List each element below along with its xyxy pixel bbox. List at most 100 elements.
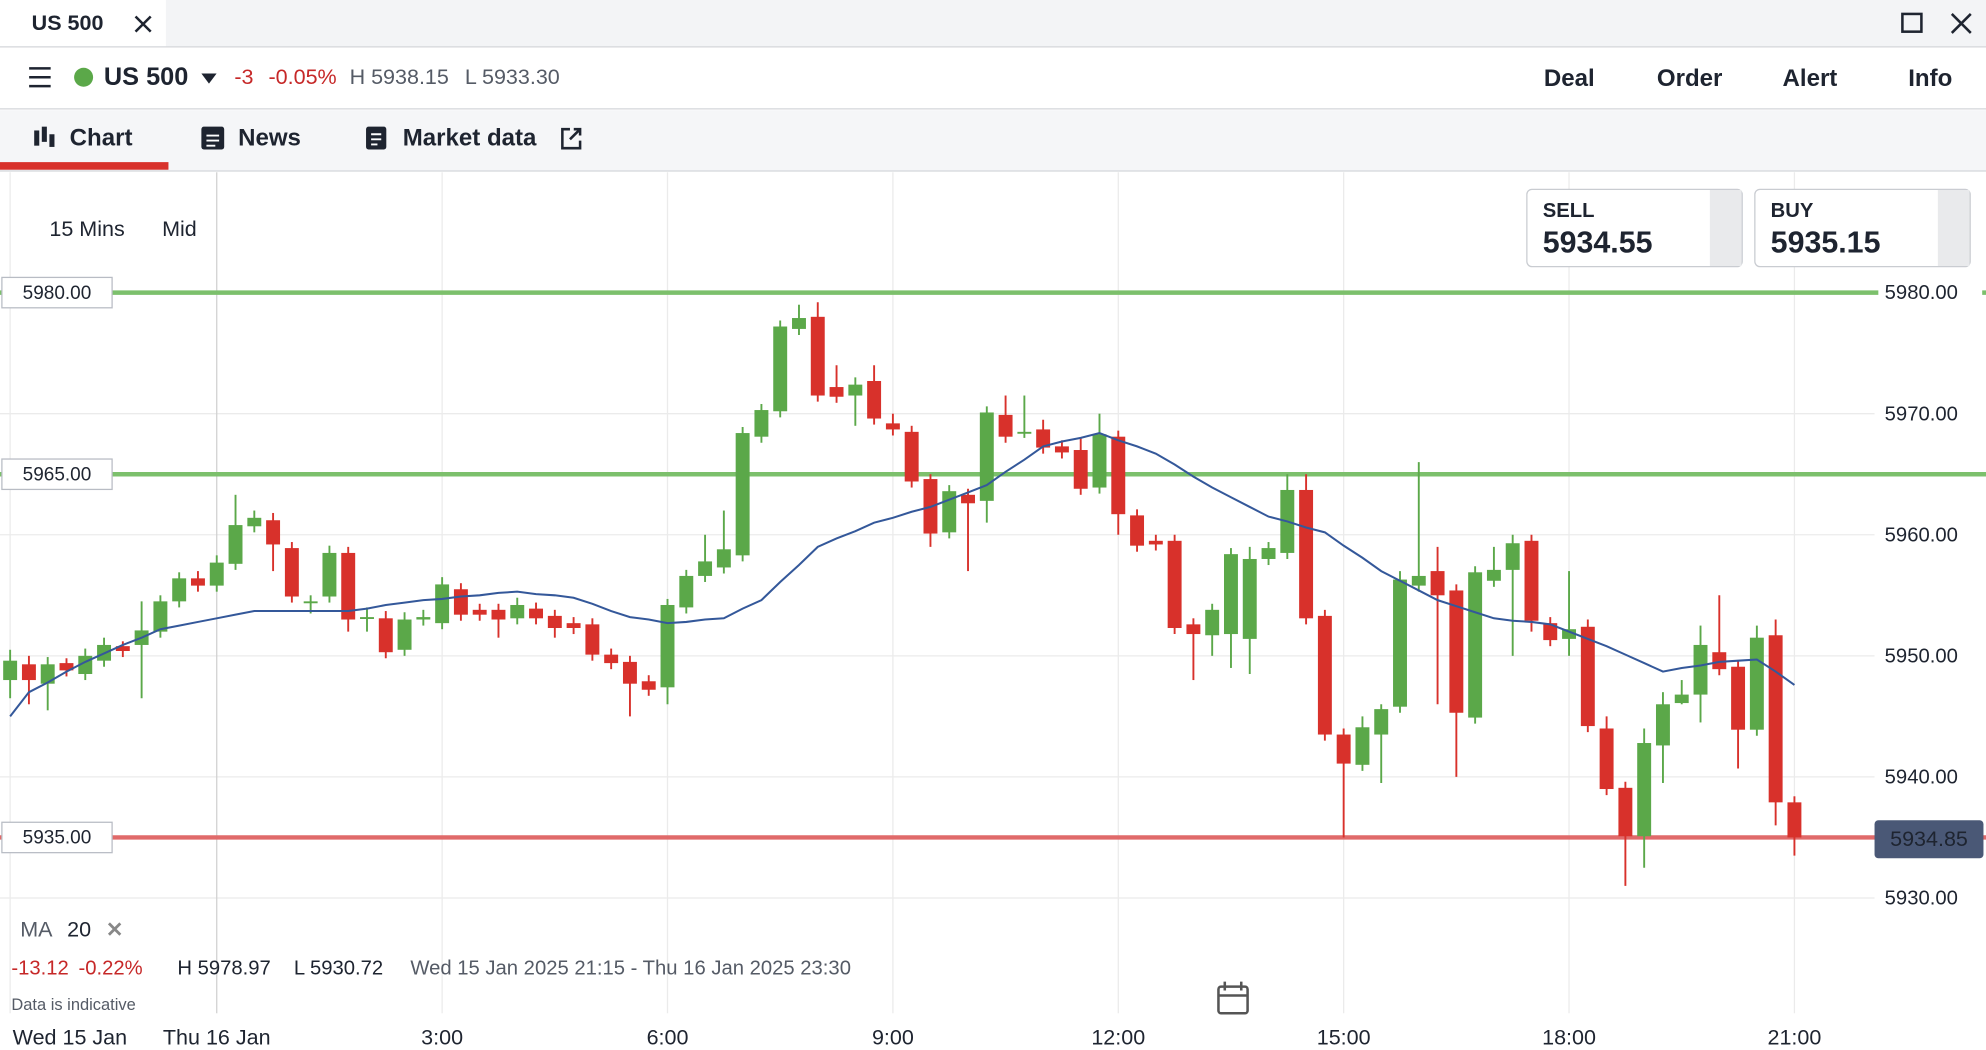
maximize[interactable] <box>1901 12 1923 33</box>
window-tab[interactable] <box>0 0 166 49</box>
candle-body <box>284 548 299 597</box>
candle-body <box>1374 709 1389 735</box>
candle-body <box>378 618 393 653</box>
action[interactable]: Info <box>1908 65 1952 92</box>
candle-body <box>360 617 374 619</box>
market-status <box>74 67 94 87</box>
candle-body <box>698 561 713 576</box>
level-label: 5965.00 <box>23 465 92 486</box>
candle-body <box>1261 548 1276 559</box>
candle-body <box>472 609 487 615</box>
candle-body <box>529 608 544 619</box>
candle-body <box>1505 543 1520 570</box>
level-label-box <box>1 821 113 854</box>
interval[interactable]: 15 Mins <box>49 217 124 241</box>
x-tick-label: 12:00 <box>1091 1025 1145 1049</box>
high: H 5938.15 <box>350 65 449 89</box>
buy-box[interactable] <box>1754 188 1971 268</box>
y-tick-label-bg <box>1878 885 1983 911</box>
close-window[interactable] <box>1950 13 1972 34</box>
candle-body <box>1336 734 1351 764</box>
candle-body <box>1430 571 1445 596</box>
candle-body <box>228 525 243 564</box>
candle-body <box>1768 635 1783 803</box>
candle-body <box>435 584 450 624</box>
grid <box>0 172 1875 1014</box>
candle-body <box>829 387 844 397</box>
x-tick-label: 3:00 <box>421 1025 463 1049</box>
tab-chart[interactable]: Chart <box>70 125 133 152</box>
tab-news[interactable]: News <box>238 125 301 152</box>
candle-body <box>1468 572 1483 718</box>
tab-bar <box>0 0 1986 47</box>
candle-body <box>1580 626 1595 727</box>
y-tick-label: 5950.00 <box>1885 645 1958 667</box>
candle-body <box>266 520 281 545</box>
candle-body <box>867 380 882 419</box>
x-tick-label: 15:00 <box>1317 1025 1371 1049</box>
candle-body <box>491 609 506 620</box>
sell-box[interactable] <box>1526 188 1743 268</box>
instrument-dropdown[interactable] <box>201 73 217 84</box>
x-tick-label: 18:00 <box>1542 1025 1596 1049</box>
candle-body <box>885 423 900 430</box>
candle-body <box>1017 431 1032 434</box>
candle-body <box>1355 727 1370 765</box>
candle-body <box>735 433 750 556</box>
y-tick-label-bg <box>1878 643 1983 669</box>
candle-body <box>1787 802 1802 838</box>
candle-body <box>1186 624 1201 635</box>
instrument[interactable]: US 500 <box>104 63 188 91</box>
candle-body <box>397 619 412 650</box>
candle-body <box>1205 609 1220 636</box>
level-label-box <box>1 458 113 491</box>
action[interactable]: Deal <box>1544 65 1595 92</box>
tab-market-data[interactable]: Market data <box>403 125 537 152</box>
candle-body <box>1411 575 1426 586</box>
section-tabs <box>0 110 1986 171</box>
action[interactable]: Order <box>1657 65 1722 92</box>
remove-indicator[interactable] <box>107 922 122 936</box>
calendar-button[interactable] <box>1217 981 1249 1015</box>
close-tab[interactable] <box>134 15 152 33</box>
x-tick-label: Wed 15 Jan <box>13 1025 127 1049</box>
menu[interactable] <box>29 67 51 88</box>
candle-body <box>1054 446 1069 453</box>
x-tick-label: Thu 16 Jan <box>163 1025 271 1049</box>
candle-body <box>1092 434 1107 488</box>
candle-body <box>792 318 806 329</box>
candle-body <box>1036 429 1051 448</box>
candle-body <box>115 646 130 652</box>
x-tick-label: 9:00 <box>872 1025 914 1049</box>
indicator-name: MA <box>20 918 53 942</box>
buy-label: BUY <box>1771 200 1814 222</box>
level-label: 5980.00 <box>23 283 92 304</box>
news-icon <box>201 126 225 150</box>
y-tick-label: 5930.00 <box>1885 888 1958 910</box>
buy-box-edge <box>1937 189 1970 266</box>
candle-body <box>3 660 18 681</box>
y-tick-label-bg <box>1878 764 1983 790</box>
range-low: L 5930.72 <box>294 957 383 979</box>
range-high: H 5978.97 <box>177 957 270 979</box>
last-price-label: 5934.85 <box>1890 827 1968 851</box>
range-dates: Wed 15 Jan 2025 21:15 - Thu 16 Jan 2025 … <box>410 957 851 979</box>
window-tab-title: US 500 <box>32 11 104 35</box>
candle-body <box>1242 558 1257 639</box>
sell-price: 5934.55 <box>1543 225 1653 259</box>
candle-body <box>1543 623 1558 641</box>
y-tick-label: 5970.00 <box>1885 403 1958 425</box>
moving-average <box>9 431 1796 718</box>
candle-body <box>1486 569 1501 581</box>
price-type[interactable]: Mid <box>162 217 197 241</box>
candle-body <box>247 517 262 527</box>
candle-body <box>773 326 788 412</box>
candle-body <box>547 615 562 628</box>
action[interactable]: Alert <box>1783 65 1838 92</box>
candle-body <box>1655 704 1670 746</box>
candle-body <box>641 681 656 690</box>
change-pct: -0.05% <box>269 65 337 89</box>
chart-icon <box>34 126 55 147</box>
candle-body <box>21 664 36 681</box>
